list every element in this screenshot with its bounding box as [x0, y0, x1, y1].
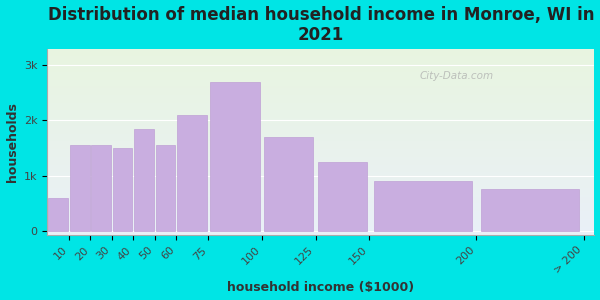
X-axis label: household income ($1000): household income ($1000): [227, 281, 415, 294]
Bar: [178, 115, 207, 231]
Bar: [318, 162, 367, 231]
Y-axis label: households: households: [5, 102, 19, 182]
Bar: [49, 198, 68, 231]
Bar: [374, 181, 472, 231]
Bar: [91, 145, 111, 231]
Text: City-Data.com: City-Data.com: [419, 71, 494, 81]
Bar: [264, 137, 313, 231]
Bar: [113, 148, 133, 231]
Bar: [155, 145, 175, 231]
Bar: [134, 129, 154, 231]
Title: Distribution of median household income in Monroe, WI in
2021: Distribution of median household income …: [48, 6, 594, 44]
Bar: [70, 145, 89, 231]
Bar: [481, 189, 580, 231]
Bar: [211, 82, 260, 231]
